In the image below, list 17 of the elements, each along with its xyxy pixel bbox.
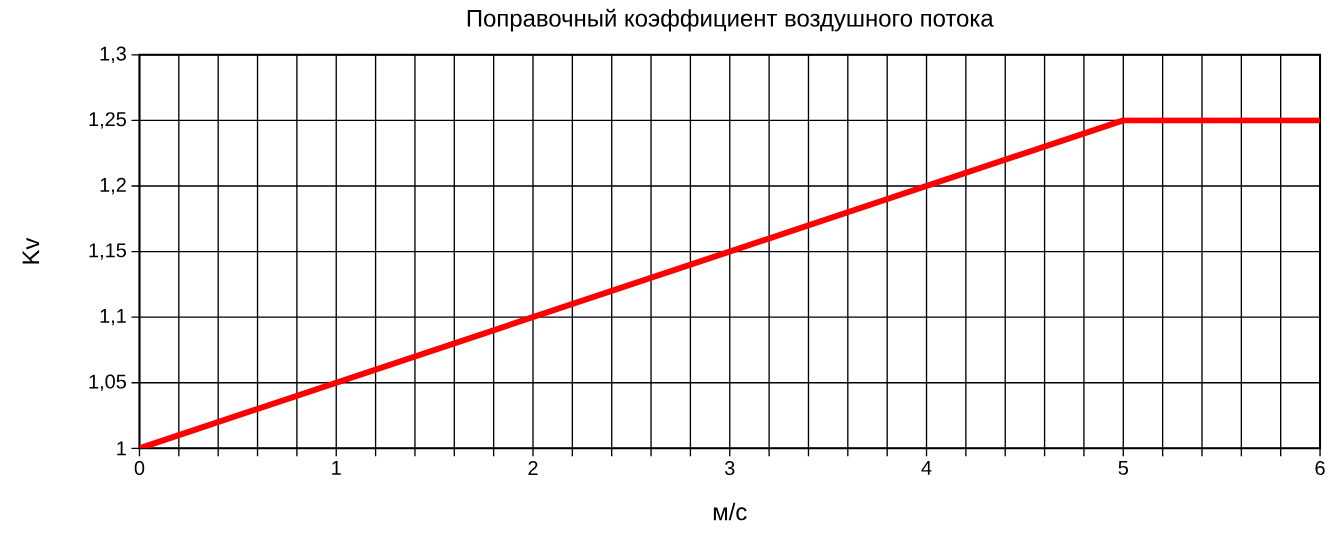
x-tick-label: 5	[1118, 460, 1128, 475]
x-tick-label: 0	[134, 460, 145, 476]
x-tick-label: 4	[921, 460, 932, 475]
y-tick-label: 1,25	[89, 112, 126, 129]
x-tick-label: 3	[724, 460, 735, 476]
y-tick-label: 1,3	[100, 46, 126, 64]
y-tick-label: 1	[117, 441, 126, 456]
y-tick-label: 1,1	[100, 309, 126, 326]
x-tick-label: 6	[1315, 460, 1325, 476]
y-axis-title: Kv	[22, 237, 40, 264]
x-axis-title: м/с	[713, 502, 747, 521]
chart-title: Поправочный коэффициент воздушного потока	[467, 8, 994, 32]
x-tick-label: 1	[332, 460, 341, 475]
y-tick-label: 1,15	[89, 243, 126, 260]
y-tick-label: 1,05	[89, 374, 126, 391]
x-tick-label: 2	[528, 460, 538, 475]
y-tick-label: 1,2	[100, 177, 126, 195]
